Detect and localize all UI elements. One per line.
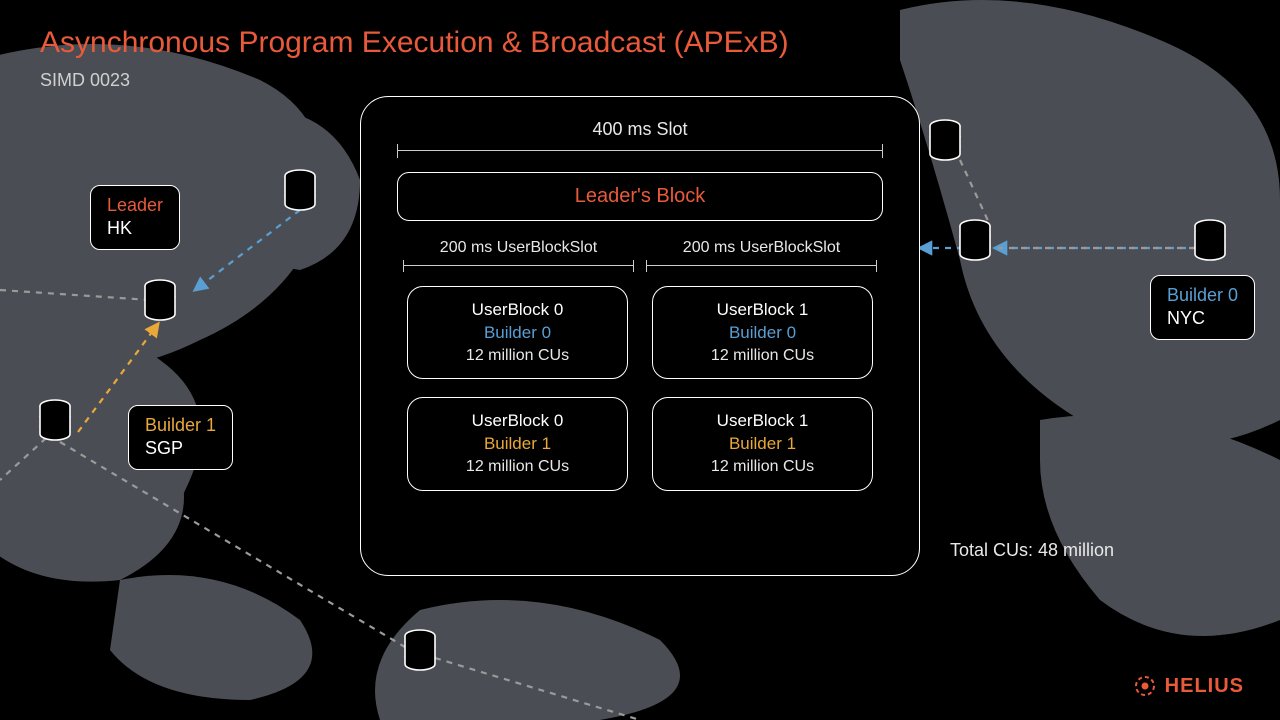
database-icon <box>35 398 75 447</box>
sub-slot-row: 200 ms UserBlockSlot 200 ms UserBlockSlo… <box>397 239 883 286</box>
sub-slot-1-label: 200 ms UserBlockSlot <box>640 239 883 257</box>
database-icon <box>955 218 995 267</box>
userblock-name: UserBlock 1 <box>661 299 864 322</box>
userblock-name: UserBlock 1 <box>661 410 864 433</box>
leader-block: Leader's Block <box>397 172 883 221</box>
builder1-label-box: Builder 1 SGP <box>128 405 233 470</box>
slot-bracket <box>397 144 883 158</box>
builder0-loc: NYC <box>1167 307 1238 330</box>
userblock-cus: 12 million CUs <box>661 456 864 478</box>
database-icon <box>280 168 320 217</box>
brand: HELIUS <box>1133 674 1244 698</box>
userblock-name: UserBlock 0 <box>416 410 619 433</box>
userblock-2: UserBlock 0Builder 112 million CUs <box>407 397 628 490</box>
total-cus: Total CUs: 48 million <box>950 540 1114 561</box>
slot-panel: 400 ms Slot Leader's Block 200 ms UserBl… <box>360 96 920 576</box>
builder1-loc: SGP <box>145 437 216 460</box>
database-icon <box>140 278 180 327</box>
userblock-builder: Builder 0 <box>661 322 864 345</box>
userblock-builder: Builder 0 <box>416 322 619 345</box>
userblock-builder: Builder 1 <box>416 433 619 456</box>
userblock-builder: Builder 1 <box>661 433 864 456</box>
leader-label-box: Leader HK <box>90 185 180 250</box>
page-subtitle: SIMD 0023 <box>40 70 130 91</box>
leader-role: Leader <box>107 194 163 217</box>
database-icon <box>400 628 440 677</box>
userblock-cus: 12 million CUs <box>416 345 619 367</box>
userblock-3: UserBlock 1Builder 112 million CUs <box>652 397 873 490</box>
builder0-role: Builder 0 <box>1167 284 1238 307</box>
builder0-label-box: Builder 0 NYC <box>1150 275 1255 340</box>
brand-text: HELIUS <box>1165 675 1244 698</box>
sub-slot-0-label: 200 ms UserBlockSlot <box>397 239 640 257</box>
userblock-0: UserBlock 0Builder 012 million CUs <box>407 286 628 379</box>
slot-label: 400 ms Slot <box>397 119 883 140</box>
brand-icon <box>1133 674 1157 698</box>
userblock-cus: 12 million CUs <box>661 345 864 367</box>
userblock-name: UserBlock 0 <box>416 299 619 322</box>
database-icon <box>1190 218 1230 267</box>
database-icon <box>925 118 965 167</box>
userblock-cus: 12 million CUs <box>416 456 619 478</box>
leader-loc: HK <box>107 217 163 240</box>
userblock-1: UserBlock 1Builder 012 million CUs <box>652 286 873 379</box>
page-title: Asynchronous Program Execution & Broadca… <box>40 26 789 60</box>
userblock-grid: UserBlock 0Builder 012 million CUsUserBl… <box>397 286 883 491</box>
builder1-role: Builder 1 <box>145 414 216 437</box>
